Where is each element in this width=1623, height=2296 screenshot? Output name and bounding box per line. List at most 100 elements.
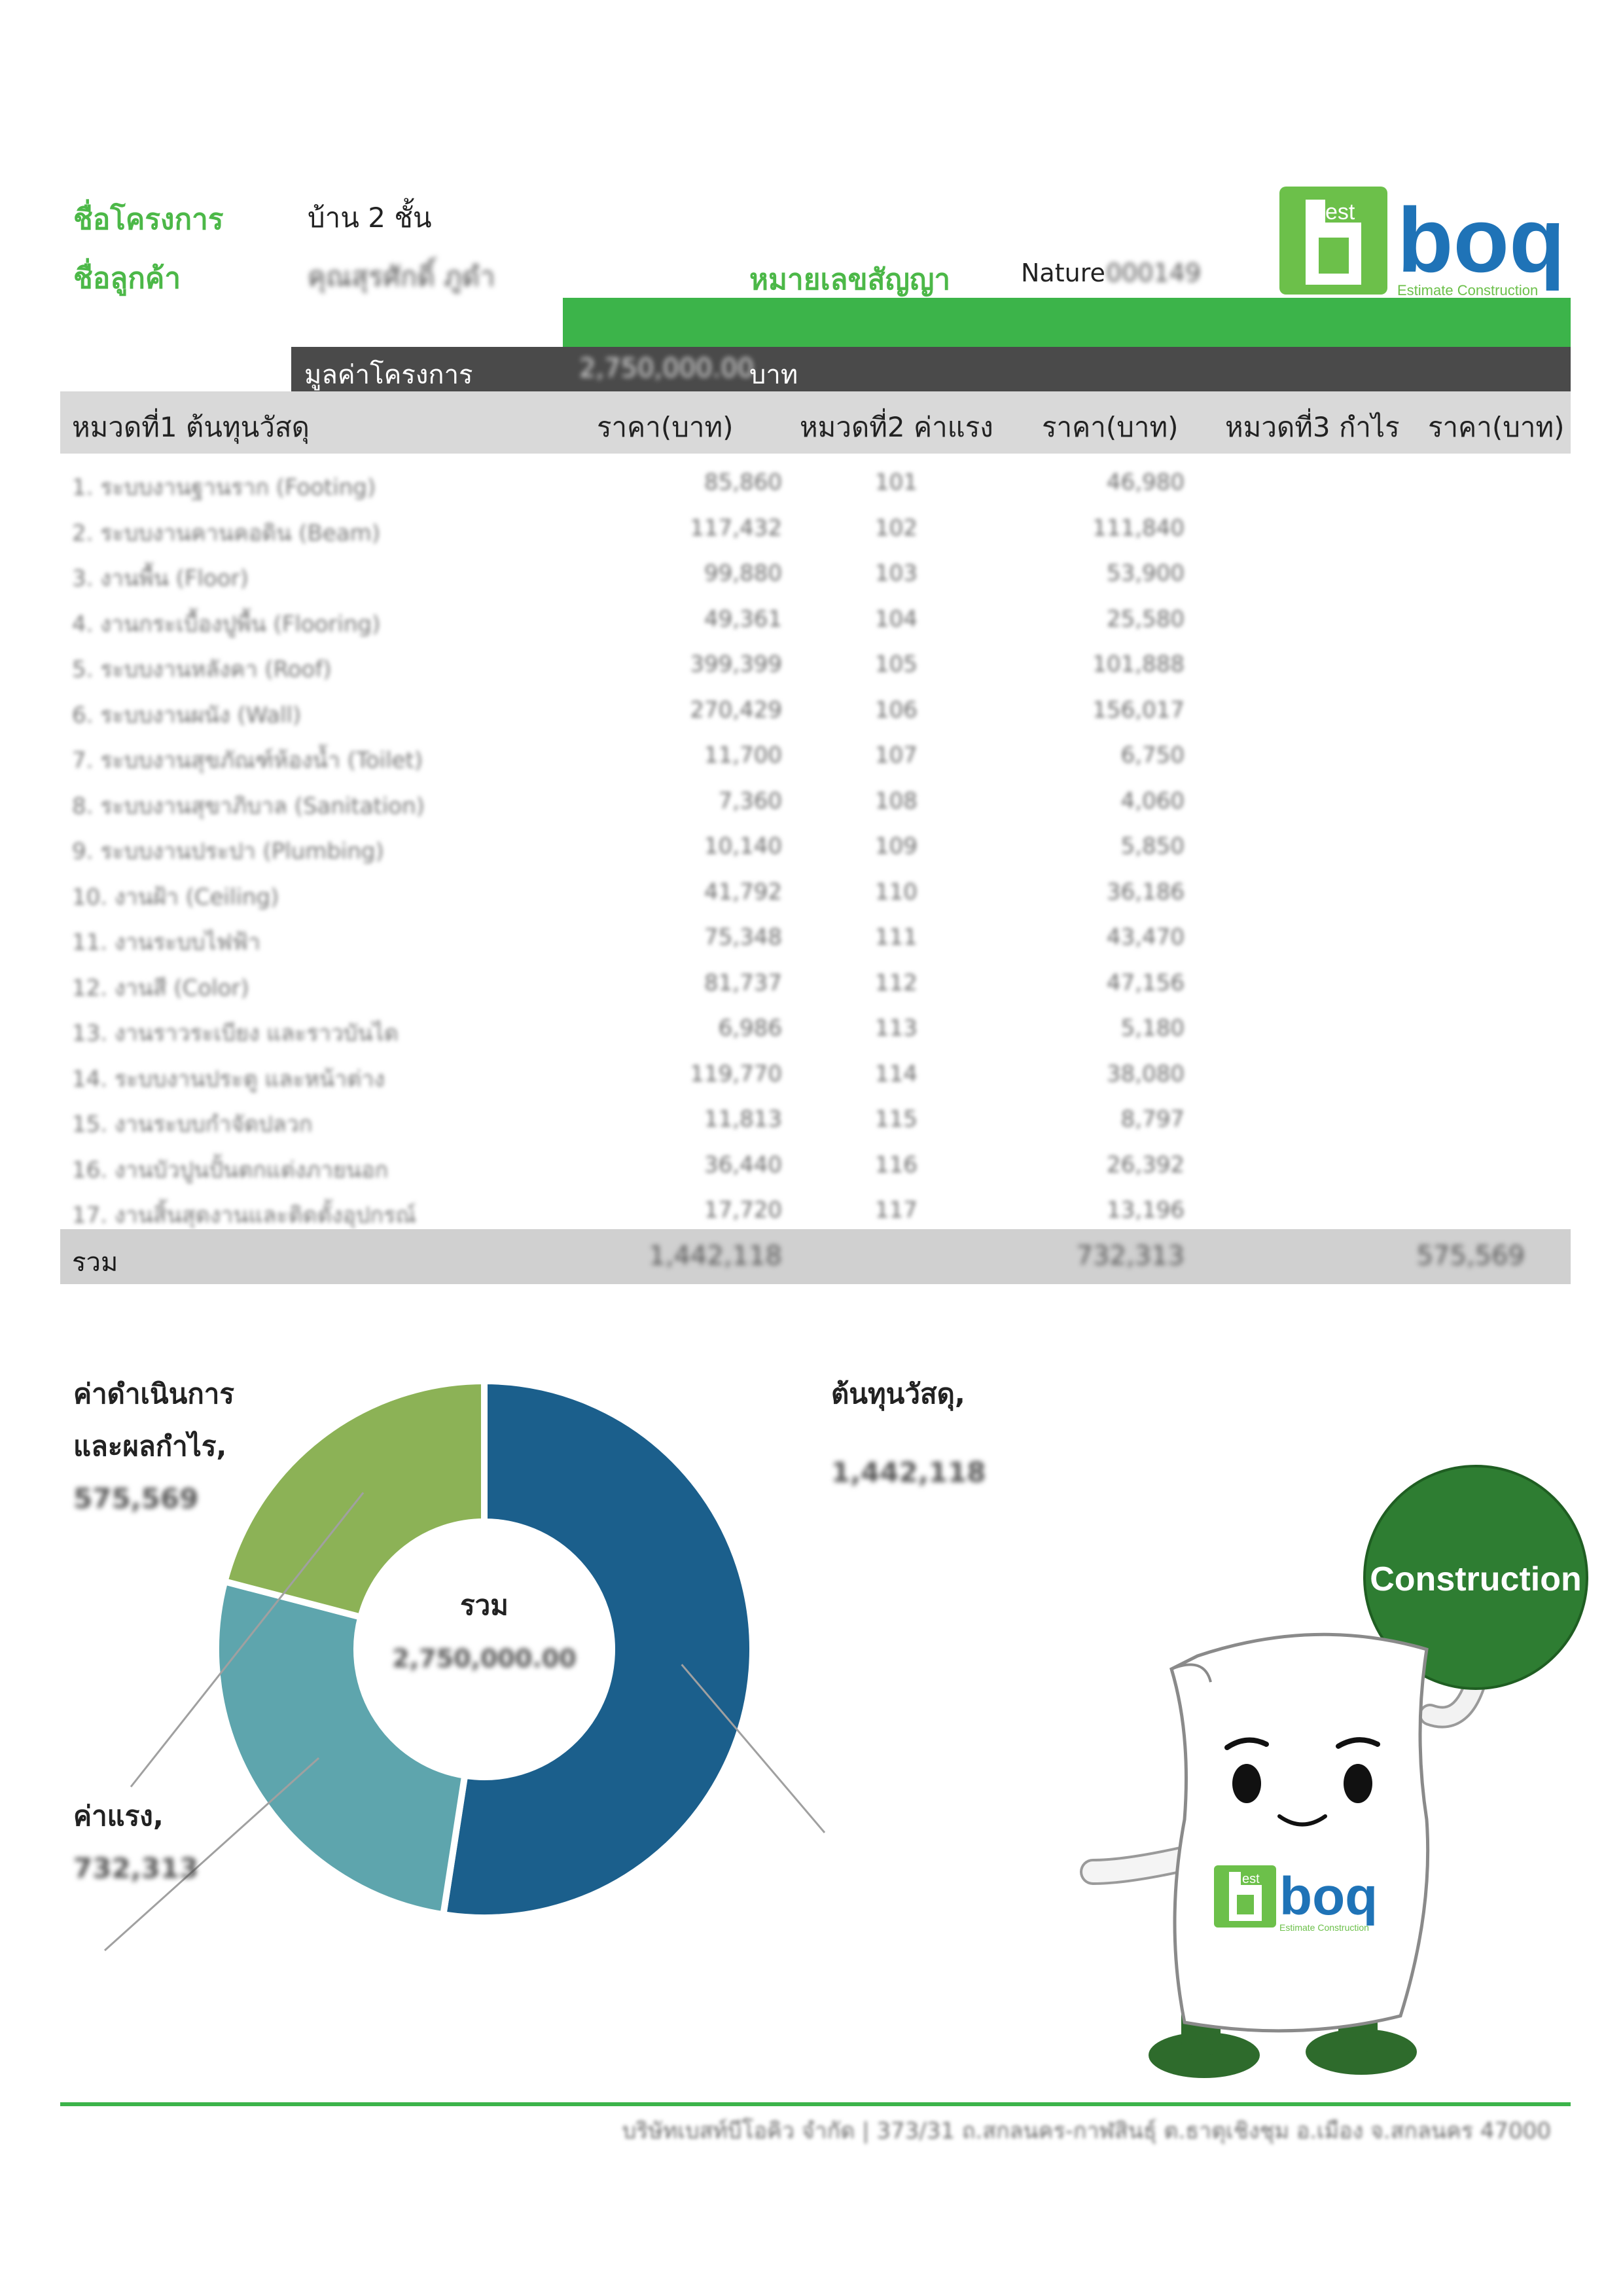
item-material-price: 75,348 bbox=[704, 924, 782, 950]
mascot-logo-tagline: Estimate Construction bbox=[1279, 1922, 1369, 1933]
customer-name-value: คุณสุรศักดิ์ ภูดำ bbox=[308, 260, 495, 293]
logo-mark-small: est bbox=[1325, 200, 1355, 224]
item-labor-price: 53,900 bbox=[1107, 560, 1185, 586]
project-name-value: บ้าน 2 ชั้น bbox=[308, 202, 432, 234]
callout-material: ต้นทุนวัสดุ, 1,442,118 bbox=[831, 1368, 986, 1499]
item-labor-price: 4,060 bbox=[1120, 787, 1185, 814]
item-material-price: 117,432 bbox=[690, 514, 782, 541]
item-material-price: 399,399 bbox=[690, 651, 782, 677]
item-labor-price: 5,180 bbox=[1120, 1015, 1185, 1041]
item-labor-code: 117 bbox=[875, 1197, 918, 1223]
cost-donut-chart: รวม 2,750,000.00 bbox=[103, 1377, 826, 1952]
item-name: 14. ระบบงานประตู และหน้าต่าง bbox=[72, 1066, 385, 1092]
item-material-price: 17,720 bbox=[704, 1197, 782, 1223]
table-row: 12. งานสี (Color) 81,737 112 47,156 bbox=[60, 962, 1571, 1008]
item-material-price: 81,737 bbox=[704, 969, 782, 996]
item-labor-price: 26,392 bbox=[1107, 1151, 1185, 1178]
item-labor-code: 109 bbox=[875, 833, 918, 859]
header-green-bar bbox=[563, 298, 1571, 347]
item-name: 11. งานระบบไฟฟ้า bbox=[72, 929, 260, 956]
item-labor-code: 102 bbox=[875, 514, 918, 541]
total-material: 1,442,118 bbox=[649, 1241, 782, 1271]
item-name: 16. งานบัวปูนปั้นตกแต่งภายนอก bbox=[72, 1157, 389, 1183]
item-labor-price: 47,156 bbox=[1107, 969, 1185, 996]
item-material-price: 36,440 bbox=[704, 1151, 782, 1178]
item-labor-code: 101 bbox=[875, 469, 918, 495]
table-row: 4. งานกระเบื้องปูพื้น (Flooring) 49,361 10… bbox=[60, 598, 1571, 644]
contract-prefix: Nature bbox=[1021, 259, 1105, 287]
item-material-price: 6,986 bbox=[718, 1015, 782, 1041]
contract-number: 000149 bbox=[1106, 259, 1202, 287]
footer-divider bbox=[60, 2102, 1571, 2106]
table-row: 15. งานระบบกำจัดปลวก 11,813 115 8,797 bbox=[60, 1098, 1571, 1144]
callout-profit-label-2: และผลกำไร, bbox=[73, 1430, 227, 1462]
item-material-price: 119,770 bbox=[690, 1060, 782, 1087]
donut-center-label: รวม bbox=[460, 1589, 508, 1621]
item-labor-code: 115 bbox=[875, 1106, 918, 1132]
item-name: 6. ระบบงานผนัง (Wall) bbox=[72, 702, 302, 728]
footer-address: บริษัทเบสท์บีโอคิว จำกัด | 373/31 ถ.สกลน… bbox=[622, 2118, 1551, 2144]
item-name: 12. งานสี (Color) bbox=[72, 975, 249, 1001]
table-row: 11. งานระบบไฟฟ้า 75,348 111 43,470 bbox=[60, 916, 1571, 962]
item-name: 3. งานพื้น (Floor) bbox=[72, 565, 249, 592]
item-labor-price: 8,797 bbox=[1120, 1106, 1185, 1132]
mascot-logo-small: est bbox=[1242, 1872, 1260, 1886]
callout-profit-value: 575,569 bbox=[73, 1482, 199, 1515]
table-row: 13. งานราวระเบียง และราวบันได 6,986 113 5,1… bbox=[60, 1007, 1571, 1053]
table-row: 8. ระบบงานสุขาภิบาล (Sanitation) 7,360 108… bbox=[60, 780, 1571, 826]
item-material-price: 11,813 bbox=[704, 1106, 782, 1132]
bestboq-mascot: Construction est boq Estimate Constructi… bbox=[1080, 1465, 1588, 2078]
table-row: 16. งานบัวปูนปั้นตกแต่งภายนอก 36,440 116 26… bbox=[60, 1144, 1571, 1190]
callout-profit-label-1: ค่าดำเนินการ bbox=[73, 1378, 234, 1410]
table-row: 1. ระบบงานฐานราก (Footing) 85,860 101 46,98… bbox=[60, 461, 1571, 507]
item-labor-code: 113 bbox=[875, 1015, 918, 1041]
item-name: 7. ระบบงานสุขภัณฑ์ห้องน้ำ (Toilet) bbox=[72, 747, 423, 774]
item-labor-price: 5,850 bbox=[1120, 833, 1185, 859]
item-material-price: 11,700 bbox=[704, 742, 782, 768]
callout-labor-label: ค่าแรง, bbox=[73, 1800, 164, 1832]
table-row: 2. ระบบงานคานคอดิน (Beam) 117,432 102 111,8… bbox=[60, 507, 1571, 553]
item-labor-code: 114 bbox=[875, 1060, 918, 1087]
logo-word: boq bbox=[1397, 188, 1565, 291]
project-value-amount: 2,750,000.00 bbox=[579, 353, 755, 384]
logo-tagline: Estimate Construction bbox=[1397, 282, 1538, 298]
total-labor: 732,313 bbox=[1076, 1241, 1185, 1271]
item-material-price: 99,880 bbox=[704, 560, 782, 586]
item-labor-code: 116 bbox=[875, 1151, 918, 1178]
item-labor-code: 107 bbox=[875, 742, 918, 768]
item-labor-code: 104 bbox=[875, 605, 918, 632]
table-row: 10. งานฝ้า (Ceiling) 41,792 110 36,186 bbox=[60, 871, 1571, 917]
donut-slice-material bbox=[439, 1377, 756, 1921]
item-material-price: 7,360 bbox=[718, 787, 782, 814]
item-labor-code: 108 bbox=[875, 787, 918, 814]
table-row: 7. ระบบงานสุขภัณฑ์ห้องน้ำ (Toilet) 11,700… bbox=[60, 734, 1571, 780]
item-material-price: 10,140 bbox=[704, 833, 782, 859]
item-labor-price: 156,017 bbox=[1092, 696, 1185, 723]
item-name: 8. ระบบงานสุขาภิบาล (Sanitation) bbox=[72, 793, 425, 819]
col-header-labor-price: ราคา(บาท) bbox=[1042, 411, 1179, 443]
item-name: 1. ระบบงานฐานราก (Footing) bbox=[72, 475, 376, 501]
table-row: 14. ระบบงานประตู และหน้าต่าง 119,770 114 38… bbox=[60, 1053, 1571, 1099]
item-labor-price: 111,840 bbox=[1092, 514, 1185, 541]
item-labor-price: 36,186 bbox=[1107, 878, 1185, 905]
callout-profit: ค่าดำเนินการ และผลกำไร, 575,569 bbox=[73, 1368, 234, 1525]
col-header-profit-price: ราคา(บาท) bbox=[1428, 411, 1565, 443]
table-header: หมวดที่1 ต้นทุนวัสดุ ราคา(บาท) หมวดที่2 … bbox=[60, 391, 1571, 454]
table-total-row: รวม 1,442,118 732,313 575,569 bbox=[60, 1229, 1571, 1284]
leader-line-labor bbox=[103, 1757, 320, 1952]
project-value-label: มูลค่าโครงการ bbox=[304, 360, 473, 390]
leader-line-profit bbox=[130, 1492, 365, 1787]
item-name: 13. งานราวระเบียง และราวบันได bbox=[72, 1020, 399, 1047]
col-header-material: หมวดที่1 ต้นทุนวัสดุ bbox=[72, 411, 310, 443]
donut-slice-labor bbox=[213, 1577, 469, 1918]
item-material-price: 41,792 bbox=[704, 878, 782, 905]
item-material-price: 49,361 bbox=[704, 605, 782, 632]
mascot-sign-text: Construction bbox=[1370, 1560, 1582, 1598]
callout-labor: ค่าแรง, 732,313 bbox=[73, 1790, 198, 1895]
item-labor-price: 101,888 bbox=[1092, 651, 1185, 677]
table-row: 6. ระบบงานผนัง (Wall) 270,429 106 156,017 bbox=[60, 689, 1571, 735]
customer-name-label: ชื่อลูกค้า bbox=[73, 262, 181, 295]
item-name: 9. ระบบงานประปา (Plumbing) bbox=[72, 838, 384, 865]
contract-number-label: หมายเลขสัญญา bbox=[749, 263, 951, 296]
leader-line-material bbox=[681, 1664, 826, 1833]
